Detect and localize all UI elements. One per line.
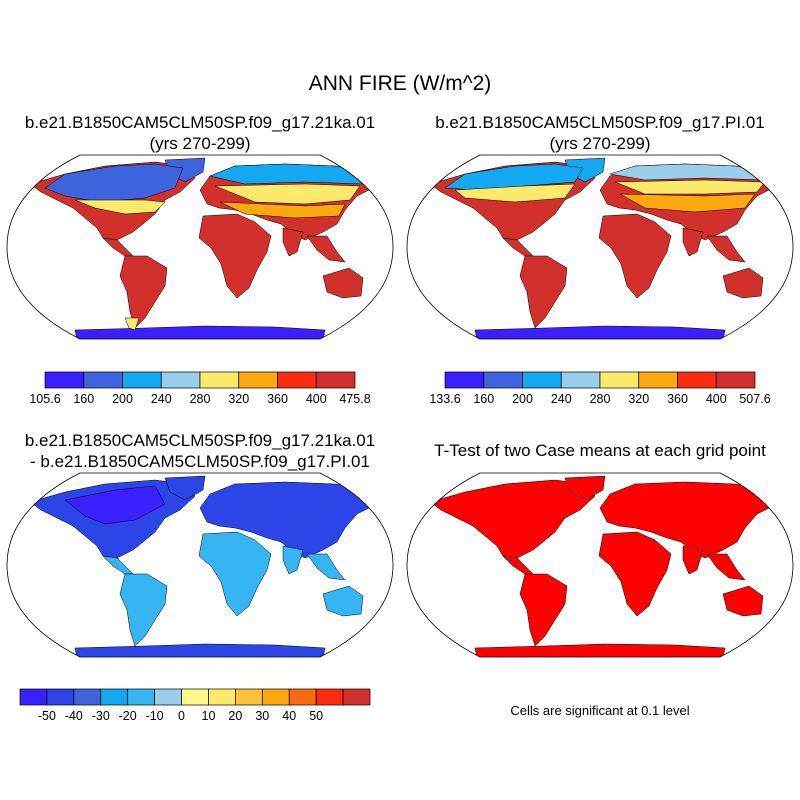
colorbar-swatch [599, 371, 640, 389]
colorbar-swatch [677, 371, 717, 389]
panel-2-bands [444, 163, 771, 213]
colorbar-tick-label: 240 [551, 392, 572, 406]
colorbar-swatch [235, 688, 263, 706]
panel-1-title: b.e21.B1850CAM5CLM50SP.f09_g17.21ka.01 (… [5, 112, 395, 154]
colorbar-tick-label: 50 [309, 709, 323, 723]
colorbar-tick-label: 160 [73, 392, 94, 406]
colorbar-tick-label: 280 [190, 392, 211, 406]
panel-3-title: b.e21.B1850CAM5CLM50SP.f09_g17.21ka.01 -… [5, 430, 395, 472]
colorbar-tick-label: 30 [255, 709, 269, 723]
colorbar-tick-label: 20 [228, 709, 242, 723]
colorbar-swatch [715, 371, 756, 389]
colorbar-swatch [199, 371, 240, 389]
colorbar-tick-label: 0 [178, 709, 185, 723]
colorbar-swatch [315, 688, 344, 706]
colorbar-tick-label: 160 [473, 392, 494, 406]
colorbar-tick-label: 360 [267, 392, 288, 406]
panel-1-colorbar: 105.6 160 200 240 280 320 360 400 475.8 [29, 371, 371, 406]
colorbar-tick-label: -40 [65, 709, 83, 723]
colorbar-tick-label: 200 [512, 392, 533, 406]
colorbar-swatch [638, 371, 678, 389]
panel-3-bands [64, 485, 166, 525]
colorbar-tick-label: 400 [706, 392, 727, 406]
panel-2-colorbar: 133.6 160 200 240 280 320 360 400 507.6 [429, 371, 771, 406]
colorbar-tick-label: 200 [112, 392, 133, 406]
colorbar-swatch [522, 371, 562, 389]
colorbar-swatch [44, 371, 85, 389]
panel-1-title-line2: (yrs 270-299) [149, 134, 251, 153]
panel-2-title-line1: b.e21.B1850CAM5CLM50SP.f09_g17.PI.01 [435, 113, 765, 132]
colorbar-swatch [288, 688, 317, 706]
colorbar-tick-label: 475.8 [339, 392, 370, 406]
colorbar-swatch [560, 371, 601, 389]
colorbar-swatch [238, 371, 278, 389]
colorbar-swatch [261, 688, 290, 706]
colorbar-tick-label: 40 [282, 709, 296, 723]
colorbar-tick-label: 280 [590, 392, 611, 406]
panel-1-map [6, 154, 394, 340]
panel-3-colorbar: -50 -40 -30 -20 -10 0 10 20 30 40 50 [19, 688, 371, 723]
colorbar-swatch [73, 688, 102, 706]
colorbar-swatch [342, 688, 371, 706]
colorbar-tick-label: 320 [628, 392, 649, 406]
colorbar-swatch [277, 371, 317, 389]
colorbar-swatch [46, 688, 75, 706]
colorbar-tick-label: 240 [151, 392, 172, 406]
colorbar-tick-label: 10 [202, 709, 216, 723]
colorbar-tick-label: 360 [667, 392, 688, 406]
colorbar-tick-label: 133.6 [429, 392, 460, 406]
panel-1-title-line1: b.e21.B1850CAM5CLM50SP.f09_g17.21ka.01 [24, 113, 376, 132]
colorbar-swatch [127, 688, 155, 706]
panel-3-title-line1: b.e21.B1850CAM5CLM50SP.f09_g17.21ka.01 [24, 431, 376, 450]
colorbar-swatch [100, 688, 129, 706]
colorbar-swatch [122, 371, 162, 389]
colorbar-swatch [315, 371, 356, 389]
colorbar-swatch [154, 688, 182, 706]
colorbar-swatch [19, 688, 48, 706]
panel-3-title-line2: - b.e21.B1850CAM5CLM50SP.f09_g17.PI.01 [30, 452, 370, 471]
colorbar-tick-label: -50 [38, 709, 56, 723]
colorbar-tick-label: -10 [146, 709, 164, 723]
panel-1-bands [44, 163, 371, 331]
colorbar-swatch [483, 371, 523, 389]
colorbar-swatch [160, 371, 201, 389]
colorbar-tick-label: -20 [119, 709, 137, 723]
colorbar-swatch [444, 371, 485, 389]
colorbar-tick-label: 400 [306, 392, 327, 406]
panel-4-title: T-Test of two Case means at each grid po… [434, 441, 766, 460]
colorbar-swatch [83, 371, 123, 389]
colorbar-tick-label: 320 [228, 392, 249, 406]
main-title: ANN FIRE (W/m^2) [308, 72, 492, 95]
panel-2-title: b.e21.B1850CAM5CLM50SP.f09_g17.PI.01 (yr… [405, 112, 795, 154]
panel-2-title-line2: (yrs 270-299) [549, 134, 651, 153]
colorbar-tick-label: 105.6 [29, 392, 60, 406]
panel-2-map [406, 154, 794, 340]
colorbar-tick-label: 507.6 [739, 392, 770, 406]
colorbar-tick-label: -30 [92, 709, 110, 723]
panel-4-map [406, 472, 794, 658]
colorbar-swatch [181, 688, 209, 706]
panel-3-map [6, 472, 394, 658]
colorbar-swatch [208, 688, 236, 706]
significance-note: Cells are significant at 0.1 level [510, 703, 690, 718]
